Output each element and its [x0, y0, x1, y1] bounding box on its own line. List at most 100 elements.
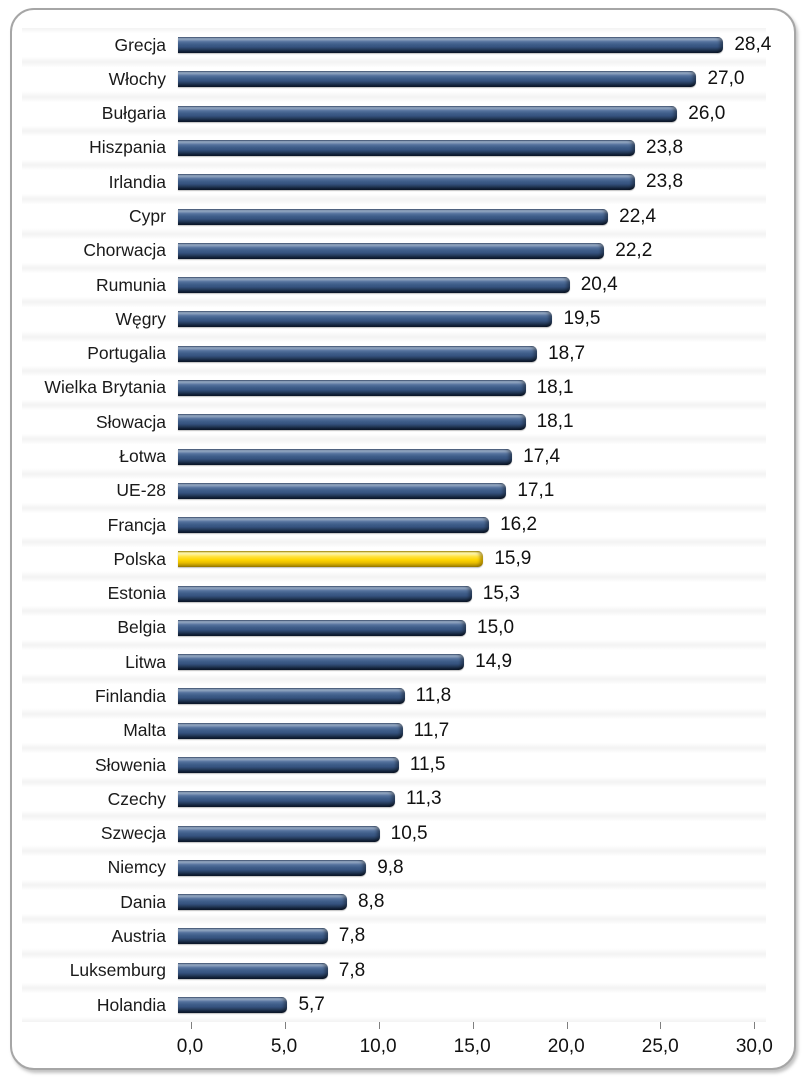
bar-row: Hiszpania 23,8 — [22, 130, 766, 166]
category-label: Dania — [120, 891, 166, 912]
category-label: Chorwacja — [83, 240, 166, 261]
bar-track: 17,1 — [178, 474, 766, 508]
bar — [178, 585, 472, 602]
bar — [178, 859, 367, 876]
category-label: Węgry — [115, 308, 166, 329]
bar-track: 11,3 — [178, 782, 766, 816]
bar-row: Słowacja 18,1 — [22, 405, 766, 440]
category-label: Włochy — [108, 68, 166, 89]
bar — [178, 619, 467, 636]
bar-track: 11,7 — [178, 714, 766, 748]
bar-track: 7,8 — [178, 919, 766, 953]
bar-row: Łotwa 17,4 — [22, 439, 766, 474]
value-label: 15,9 — [494, 548, 532, 570]
bar — [178, 448, 513, 465]
bar-row: Portugalia 18,7 — [22, 336, 766, 371]
bar-track: 15,9 — [178, 542, 766, 576]
bar-track: 23,8 — [178, 165, 766, 199]
bar — [178, 722, 403, 739]
bar-row: Słowenia 11,5 — [22, 747, 766, 783]
bar-track: 17,4 — [178, 439, 766, 473]
bar-row: Francja 16,2 — [22, 507, 766, 543]
bar — [178, 928, 328, 945]
bar-row: Malta 11,7 — [22, 713, 766, 748]
x-axis-tick-label: 30,0 — [735, 1036, 773, 1057]
category-label: Słowacja — [95, 411, 166, 432]
bar — [178, 997, 288, 1014]
value-label: 11,5 — [409, 754, 446, 776]
bar-track: 19,5 — [178, 302, 766, 336]
value-label: 5,7 — [298, 994, 325, 1016]
category-label: Portugalia — [87, 343, 166, 364]
x-axis-tick — [660, 1022, 662, 1029]
value-label: 14,9 — [475, 651, 513, 673]
x-axis-tick — [191, 1022, 192, 1029]
value-label: 22,2 — [615, 239, 653, 261]
value-label: 19,5 — [563, 308, 601, 330]
value-label: 15,3 — [482, 582, 520, 604]
bar-row: Finlandia 11,8 — [22, 679, 766, 714]
bar-track: 26,0 — [178, 97, 766, 131]
x-axis-tick-label: 20,0 — [547, 1036, 585, 1057]
x-axis-tick — [378, 1022, 380, 1029]
value-label: 18,1 — [536, 411, 574, 433]
value-label: 7,8 — [338, 925, 366, 947]
bar-row: Szwecja 10,5 — [22, 816, 766, 851]
bar-row: UE-28 17,1 — [22, 473, 766, 508]
bar-row: Polska 15,9 — [22, 542, 766, 577]
value-label: 11,3 — [405, 788, 442, 810]
value-label: 15,0 — [477, 616, 515, 638]
category-label: Estonia — [107, 583, 166, 604]
bar — [178, 379, 526, 396]
bar-row: Dania 8,8 — [22, 885, 766, 920]
bar-track: 18,1 — [178, 405, 766, 439]
bar — [178, 654, 465, 671]
category-label: UE-28 — [116, 480, 166, 501]
category-label: Grecja — [114, 34, 166, 55]
bar-track: 11,8 — [178, 679, 766, 713]
chart-frame: Grecja 28,4 Włochy 27,0 Bułgaria 26,0 Hiszpani… — [10, 8, 796, 1070]
category-label: Belgia — [117, 617, 166, 638]
bar — [178, 962, 328, 979]
bar-track: 18,7 — [178, 337, 766, 371]
category-label: Luksemburg — [69, 960, 166, 981]
bar-track: 14,9 — [178, 645, 766, 679]
category-label: Słowenia — [94, 754, 166, 775]
value-label: 20,4 — [580, 274, 618, 296]
bar-row: Grecja 28,4 — [22, 28, 771, 63]
category-label: Austria — [111, 925, 166, 946]
category-label: Cypr — [129, 206, 166, 227]
bar — [178, 242, 605, 259]
category-label: Francja — [107, 514, 166, 535]
category-label: Malta — [123, 720, 166, 741]
value-label: 28,4 — [734, 34, 772, 56]
x-axis-tick — [754, 1022, 756, 1029]
value-label: 17,1 — [517, 479, 555, 501]
category-label: Hiszpania — [89, 137, 166, 158]
category-label: Szwecja — [100, 823, 166, 844]
value-label: 7,8 — [338, 959, 366, 981]
bar-row: Wielka Brytania 18,1 — [22, 370, 766, 406]
category-label: Finlandia — [94, 685, 166, 706]
bar-row: Austria 7,8 — [22, 919, 766, 954]
bar-track: 20,4 — [178, 268, 766, 302]
bar-row: Bułgaria 26,0 — [22, 96, 766, 131]
value-label: 17,4 — [523, 445, 561, 467]
x-axis-tick-label: 15,0 — [453, 1036, 491, 1057]
category-label: Rumunia — [95, 274, 166, 295]
value-label: 11,8 — [415, 685, 452, 707]
bar-row: Węgry 19,5 — [22, 302, 766, 337]
bar-row: Estonia 15,3 — [22, 576, 766, 611]
bar-track: 7,8 — [178, 954, 766, 988]
value-label: 23,8 — [646, 136, 684, 158]
x-axis-tick — [566, 1022, 568, 1029]
bar-row: Chorwacja 22,2 — [22, 233, 766, 268]
value-label: 8,8 — [357, 891, 385, 913]
bar — [178, 208, 609, 225]
bar — [178, 71, 697, 88]
x-axis-tick — [284, 1022, 286, 1029]
bar-row: Włochy 27,0 — [22, 62, 766, 97]
x-axis-tick-label: 0,0 — [176, 1036, 204, 1057]
bar — [178, 688, 405, 705]
bar — [178, 825, 380, 842]
